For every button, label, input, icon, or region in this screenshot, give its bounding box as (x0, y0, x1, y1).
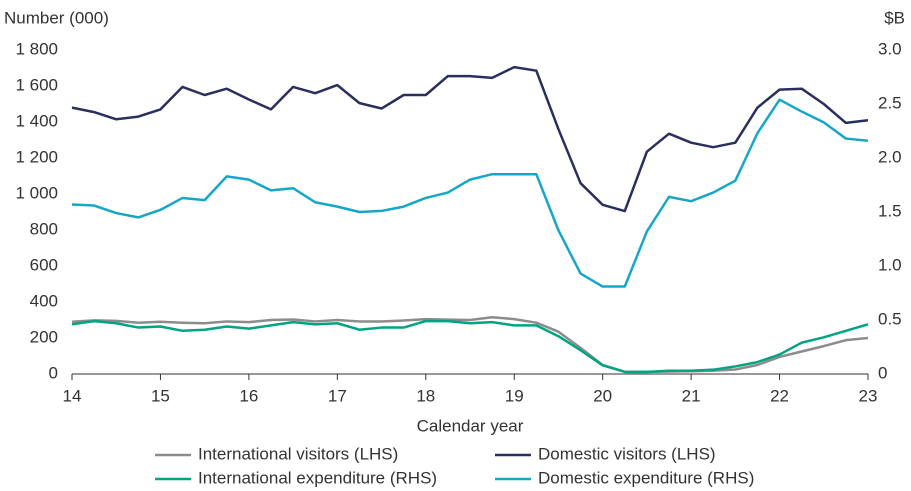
y-tick-label: 600 (30, 255, 58, 274)
x-axis-label: Calendar year (417, 416, 524, 435)
x-tick-label: 22 (770, 386, 789, 405)
y-tick-label: 1 400 (15, 111, 58, 130)
legend-label: International expenditure (RHS) (198, 468, 437, 487)
y2-tick-label: 0.5 (878, 309, 902, 328)
series-line (71, 319, 869, 374)
y-tick-label: 1 200 (15, 147, 58, 166)
series-line (71, 98, 869, 288)
x-tick-label: 23 (859, 386, 878, 405)
x-tick-label: 17 (328, 386, 347, 405)
x-tick-label: 15 (151, 386, 170, 405)
y2-tick-label: 2.5 (878, 93, 902, 112)
x-tick-label: 14 (63, 386, 82, 405)
y-axis-label: Number (000) (4, 8, 109, 27)
y-tick-label: 1 600 (15, 75, 58, 94)
x-tick-label: 18 (416, 386, 435, 405)
y-tick-label: 800 (30, 219, 58, 238)
legend-label: International visitors (LHS) (198, 444, 398, 463)
y-tick-label: 1 800 (15, 39, 58, 58)
x-tick-label: 21 (682, 386, 701, 405)
series-line (71, 316, 869, 374)
y2-axis-label: $B (884, 8, 905, 27)
series-line (71, 65, 869, 213)
y-tick-label: 200 (30, 327, 58, 346)
y-tick-label: 1 000 (15, 183, 58, 202)
y2-tick-label: 0 (878, 363, 887, 382)
y2-tick-label: 3.0 (878, 39, 902, 58)
x-tick-label: 16 (239, 386, 258, 405)
y2-tick-label: 1.5 (878, 201, 902, 220)
x-tick-label: 19 (505, 386, 524, 405)
y2-tick-label: 2.0 (878, 147, 902, 166)
x-tick-label: 20 (593, 386, 612, 405)
legend-label: Domestic expenditure (RHS) (538, 468, 754, 487)
legend-label: Domestic visitors (LHS) (538, 444, 716, 463)
y2-tick-label: 1.0 (878, 255, 902, 274)
y-tick-label: 400 (30, 291, 58, 310)
y-tick-label: 0 (49, 363, 58, 382)
